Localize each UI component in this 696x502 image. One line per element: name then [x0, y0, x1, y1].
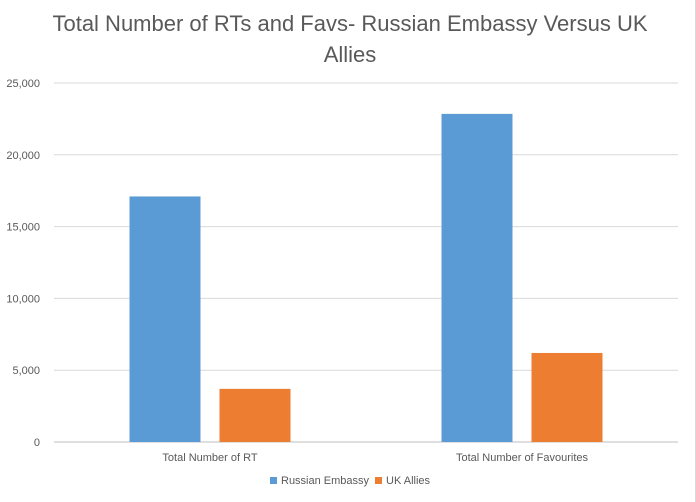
legend-entry: Russian Embassy — [281, 475, 370, 487]
category-label: Total Number of Favourites — [456, 452, 589, 464]
y-tick-label: 10,000 — [6, 293, 40, 305]
category-label: Total Number of RT — [162, 452, 257, 464]
y-tick-label: 15,000 — [6, 222, 40, 234]
bar-russian-embassy — [129, 196, 201, 442]
y-tick-label: 5,000 — [12, 365, 40, 377]
legend-swatch — [375, 477, 382, 484]
y-tick-label: 25,000 — [6, 78, 40, 90]
bar-uk-allies — [531, 352, 603, 442]
bar-russian-embassy — [441, 113, 513, 443]
legend-swatch — [270, 477, 277, 484]
y-tick-label: 0 — [34, 437, 40, 449]
chart-title: Total Number of RTs and Favs- Russian Em… — [52, 11, 648, 67]
y-tick-label: 20,000 — [6, 150, 40, 162]
bar-uk-allies — [219, 388, 291, 442]
legend-entry: UK Allies — [386, 475, 431, 487]
